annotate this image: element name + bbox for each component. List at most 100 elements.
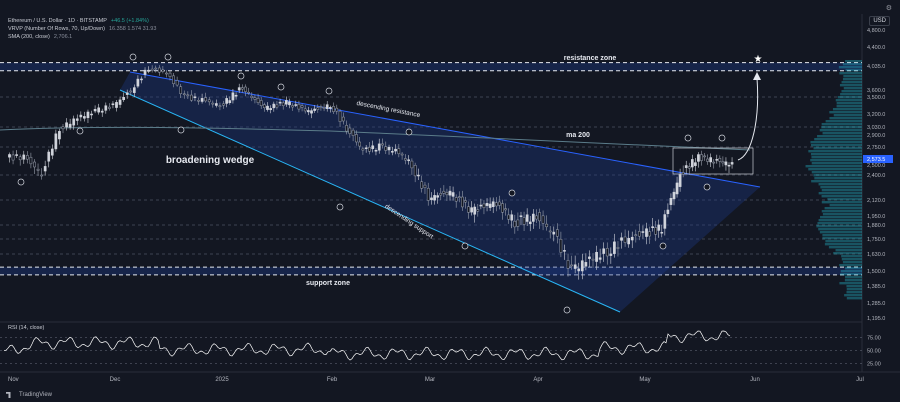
candle-body [105,106,107,111]
candle-body [310,111,312,114]
candle-body [26,155,28,159]
candle-body [65,123,67,127]
candle-body [326,105,328,109]
candle-body [365,148,367,149]
candle-body [417,175,419,176]
candle-body [394,149,396,151]
candle-body [532,214,534,221]
volume-profile-bar [847,297,862,299]
candle-body [251,96,253,98]
candle-body [215,103,217,105]
candle-body [33,162,35,167]
rsi-tick-label: 75.00 [867,336,881,342]
volume-profile-bar [817,222,862,224]
candle-body [480,205,482,206]
candle-body [703,156,705,157]
time-tick-label: May [639,377,650,383]
volume-profile-bar [820,216,862,218]
volume-profile-bar [843,75,862,77]
candle-body [697,155,699,162]
candle-body [526,215,528,222]
candle-body [433,195,435,200]
pivot-marker-icon [564,307,570,313]
candle-body [292,106,294,108]
candle-body [679,175,681,187]
volume-profile-bar [822,195,862,197]
volume-profile-bar [829,111,862,113]
candle-body [556,230,558,237]
candle-body [235,95,237,96]
candle-body [263,105,265,108]
candle-body [51,149,53,155]
price-tick-label: 4,035.0 [867,64,885,70]
candle-body [631,237,633,240]
volume-profile-bar [837,105,862,107]
candle-body [661,232,663,233]
volume-profile-bar [830,204,862,206]
candle-body [504,209,506,210]
candle-body [342,117,344,121]
volume-profile-bar [829,246,862,248]
candle-body [119,100,121,105]
candle-body [94,109,96,111]
candle-body [336,108,338,111]
volume-profile-bar [822,123,862,125]
volume-profile-bar [847,288,862,290]
candle-body [592,259,594,260]
volume-profile-bar [822,234,862,236]
candle-body [388,147,390,150]
candle-body [183,94,185,95]
volume-profile-bar [810,141,862,143]
candle-body [359,142,361,146]
candle-body [440,193,442,195]
pivot-marker-icon [278,84,284,90]
candle-body [688,167,690,169]
price-tick-label: 3,030.0 [867,125,885,131]
candle-body [401,154,403,155]
candle-body [398,149,400,154]
time-tick-label: 2025 [215,377,229,383]
volume-profile-bar [818,228,862,230]
volume-profile-bar [811,153,862,155]
candle-body [130,91,132,92]
candle-body [523,218,525,225]
volume-profile-bar [836,99,862,101]
candle-body [276,105,278,107]
candle-body [563,250,565,251]
volume-profile-bar [837,102,862,104]
candle-body [655,228,657,235]
candle-body [307,110,309,111]
candle-body [241,88,243,90]
resistance-zone-label: resistance zone [564,55,617,62]
candle-body [76,119,78,121]
candle-body [205,98,207,101]
pivot-marker-icon [337,204,343,210]
candle-body [676,183,678,194]
candle-body [190,95,192,100]
pivot-marker-icon [238,73,244,79]
candle-body [498,202,500,205]
candle-body [638,231,640,236]
candle-body [645,229,647,237]
price-tick-label: 2,900.0 [867,133,885,139]
volume-profile-bar [823,213,862,215]
volume-profile-bar [822,237,862,239]
price-tick-label: 1,750.0 [867,237,885,243]
price-tick-label: 2,400.0 [867,173,885,179]
candle-body [238,88,240,91]
candle-body [511,215,513,221]
volume-profile-bar [844,294,862,296]
volume-profile-bar [819,219,862,221]
candle-body [452,193,454,197]
ma200-label: ma 200 [566,132,590,139]
candle-body [424,185,426,188]
candle-body [288,102,290,105]
candle-body [642,232,644,233]
volume-profile-bar [814,147,862,149]
candle-body [368,147,370,151]
candle-body [58,131,60,139]
candle-body [595,252,597,261]
volume-profile-bar [822,189,862,191]
